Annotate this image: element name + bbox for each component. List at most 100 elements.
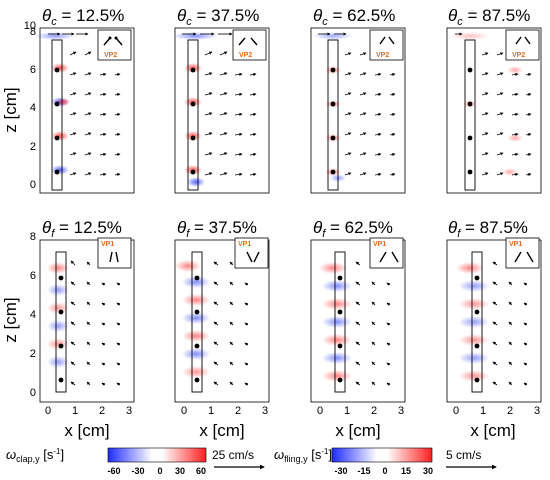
x-tick-label: 2 [371, 405, 377, 417]
colorbar-gradient [107, 447, 207, 463]
plate-outline [191, 251, 203, 393]
inset-schematic: VP2 [505, 29, 540, 61]
inset-schematic: VP2 [97, 29, 132, 61]
plate-outline [55, 251, 67, 393]
vorticity-blobs [319, 262, 352, 382]
x-tick-label: 1 [208, 405, 214, 417]
vector-panel: VP1 [174, 237, 270, 403]
panel-title: θc = 12.5% [42, 6, 124, 28]
scale-label: 25 cm/s [212, 448, 254, 462]
colorbar-tick: 15 [401, 466, 411, 476]
y-axis-label: z [cm] [1, 297, 20, 342]
x-axis-label: x [cm] [335, 421, 380, 440]
y-tick-label: 8 [30, 26, 36, 38]
inset-label: VP2 [239, 52, 252, 59]
vector-panel: VP1 [310, 237, 406, 403]
x-tick-labels: 0 1 2 3 0 1 2 3 0 1 2 3 0 1 2 3 [45, 405, 540, 417]
bristle-markers [190, 67, 196, 175]
y-tick-label: 2 [30, 348, 36, 360]
inset-label: VP1 [101, 241, 114, 248]
y-tick-label: 0 [30, 387, 36, 399]
colorbar-tick: 0 [382, 466, 387, 476]
y-tick-labels: 0 2 4 6 8 10 [24, 20, 36, 191]
inset-label: VP1 [238, 241, 251, 248]
inset-schematic: VP1 [234, 237, 269, 269]
inset-schematic: VP1 [369, 237, 404, 269]
scale-label: 5 cm/s [446, 448, 481, 462]
y-tick-labels: 0 2 4 6 8 [30, 231, 36, 399]
velocity-vectors [492, 261, 528, 386]
bristle-markers [467, 67, 473, 175]
x-tick-label: 1 [72, 405, 78, 417]
inset-label: VP2 [512, 52, 525, 59]
bristle-markers [58, 275, 64, 383]
x-tick-label: 1 [344, 405, 350, 417]
y-tick-label: 6 [30, 270, 36, 282]
inset-label: VP2 [376, 52, 389, 59]
x-axis-label: x [cm] [64, 421, 109, 440]
bristle-markers [474, 275, 480, 383]
colorbar-clap: ωclap,y [s-1] -60 -30 0 30 60 25 cm/s [6, 447, 265, 476]
plate-outline [51, 39, 63, 191]
y-tick-label: 4 [30, 309, 36, 321]
y-axis-label: z [cm] [1, 87, 20, 132]
inset-label: VP1 [373, 241, 386, 248]
y-tick-label: 10 [24, 20, 36, 32]
inset-schematic: VP2 [232, 29, 267, 61]
velocity-vectors [70, 260, 121, 386]
inset-schematic: VP1 [505, 237, 540, 269]
colorbar-tick: -15 [357, 466, 370, 476]
inset-schematic: VP2 [369, 29, 404, 61]
x-tick-label: 2 [99, 405, 105, 417]
x-tick-label: 3 [534, 405, 540, 417]
bristle-markers [54, 67, 60, 175]
vector-panel: VP1 [39, 237, 135, 403]
y-tick-label: 8 [30, 231, 36, 243]
colorbar-tick: 30 [423, 466, 433, 476]
velocity-vectors [48, 32, 122, 177]
x-axis-labels: x [cm] x [cm] x [cm] x [cm] [64, 421, 515, 440]
x-tick-label: 3 [126, 405, 132, 417]
y-tick-label: 0 [30, 179, 36, 191]
vorticity-blobs [175, 260, 210, 378]
y-tick-label: 6 [30, 64, 36, 76]
panel-title: θc = 62.5% [313, 6, 395, 28]
vorticity-blobs [47, 262, 69, 368]
plate-outline [187, 39, 199, 191]
vector-panel: VP2 [446, 27, 542, 194]
panel-title: θc = 87.5% [448, 6, 530, 28]
panel-title: θf = 87.5% [448, 218, 528, 240]
colorbar-gradient [331, 447, 433, 463]
panel-title: θf = 62.5% [313, 218, 393, 240]
x-tick-label: 3 [398, 405, 404, 417]
panel-title: θc = 37.5% [177, 6, 259, 28]
x-tick-label: 0 [317, 405, 323, 417]
x-tick-label: 0 [181, 405, 187, 417]
colorbar-tick: 30 [175, 466, 185, 476]
colorbar-fling: ωfling,y [s-1] -30 -15 0 15 30 5 cm/s [274, 447, 497, 476]
colorbar-tick: -30 [131, 466, 144, 476]
colorbar-tick: 0 [157, 466, 162, 476]
colorbar-tick: -60 [107, 466, 120, 476]
row-top: θc = 12.5% θc = 37.5% θc = 62.5% θc = 87… [1, 6, 542, 194]
inset-label: VP2 [104, 52, 117, 59]
vorticity-blobs [456, 262, 489, 382]
inset-label: VP1 [509, 241, 522, 248]
y-tick-label: 2 [30, 141, 36, 153]
x-tick-label: 0 [45, 405, 51, 417]
x-axis-label: x [cm] [199, 421, 244, 440]
x-axis-label: x [cm] [470, 421, 515, 440]
x-tick-label: 1 [480, 405, 486, 417]
velocity-vectors [318, 32, 396, 177]
vector-panel: VP2 [310, 27, 406, 194]
x-tick-label: 0 [453, 405, 459, 417]
vector-panel: VP2 [35, 27, 135, 194]
y-tick-label: 4 [30, 102, 36, 114]
colorbar-title: ωfling,y [s-1] [274, 447, 332, 464]
panel-title: θf = 12.5% [42, 218, 122, 240]
plate-outline [327, 39, 339, 191]
colorbar-tick: -30 [334, 466, 347, 476]
x-tick-label: 2 [235, 405, 241, 417]
plate-outline [471, 251, 483, 393]
